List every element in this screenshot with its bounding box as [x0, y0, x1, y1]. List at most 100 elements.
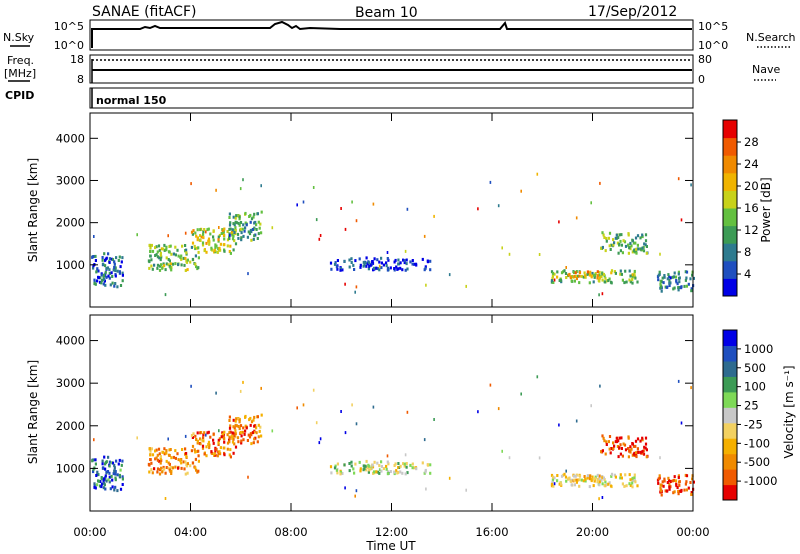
- power-cell: [659, 282, 662, 286]
- velocity-cell: [154, 457, 157, 461]
- velocity-cell: [677, 474, 680, 478]
- power-cell: [599, 181, 601, 185]
- velocity-cell: [593, 479, 596, 483]
- velocity-cell: [196, 431, 199, 435]
- power-cell: [99, 276, 102, 280]
- velocity-cell: [148, 470, 151, 474]
- power-cell: [399, 261, 402, 265]
- power-cell: [98, 280, 102, 284]
- power-cell: [633, 269, 636, 273]
- velocity-colorbar-frame: [722, 329, 738, 501]
- velocity-cell: [243, 432, 246, 436]
- velocity-cell: [608, 435, 612, 438]
- power-cell: [96, 267, 99, 271]
- power-cell: [668, 284, 671, 287]
- power-cell: [257, 232, 260, 236]
- velocity-cell: [197, 469, 200, 473]
- power-cell: [149, 246, 152, 250]
- power-cell: [659, 252, 661, 256]
- velocity-cell: [260, 434, 263, 438]
- velocity-cell: [629, 484, 632, 487]
- velocity-cell: [663, 477, 666, 481]
- velocity-cell: [214, 449, 217, 453]
- power-cell: [678, 286, 681, 289]
- nave-tick-bottom: 0: [698, 73, 705, 86]
- power-cell: [387, 258, 390, 262]
- velocity-cell: [104, 467, 107, 471]
- power-cell: [212, 238, 215, 242]
- velocity-cell: [397, 466, 399, 469]
- velocity-colorbar-tick-label: 100: [744, 380, 766, 394]
- nave-label: Nave: [752, 63, 780, 76]
- velocity-cell: [330, 471, 333, 475]
- power-colorbar-tick-label: 8: [744, 245, 751, 259]
- power-cell: [405, 262, 408, 266]
- velocity-ytick-label: 2000: [56, 419, 85, 433]
- velocity-cell: [95, 474, 98, 477]
- power-cell: [108, 257, 111, 261]
- velocity-cell: [110, 461, 113, 465]
- velocity-cell: [621, 482, 624, 486]
- power-cell: [248, 215, 251, 218]
- velocity-cell: [235, 424, 238, 428]
- velocity-cell: [207, 442, 210, 446]
- velocity-cell: [575, 478, 578, 482]
- velocity-cell: [359, 469, 362, 473]
- power-cell: [690, 183, 692, 187]
- velocity-cell: [636, 484, 639, 488]
- power-cell: [212, 229, 215, 233]
- velocity-cell: [233, 442, 236, 446]
- power-cell: [196, 228, 199, 232]
- velocity-cell: [218, 450, 221, 454]
- power-cell: [403, 261, 406, 265]
- velocity-cell: [594, 477, 597, 481]
- power-cell: [158, 248, 161, 252]
- power-cell: [362, 260, 365, 264]
- velocity-cell: [362, 468, 365, 472]
- power-cell: [229, 221, 232, 225]
- power-cell: [677, 272, 680, 276]
- velocity-cell: [136, 436, 138, 440]
- power-cell: [598, 270, 601, 274]
- power-cell: [104, 283, 107, 287]
- velocity-cell: [247, 475, 249, 479]
- power-cell: [386, 251, 389, 254]
- power-cell: [635, 251, 638, 255]
- power-cell: [627, 243, 630, 247]
- power-cell: [207, 239, 210, 243]
- velocity-cell: [609, 484, 613, 488]
- power-cell: [665, 285, 669, 289]
- velocity-cell: [538, 456, 541, 460]
- power-cell: [605, 237, 608, 240]
- power-cell: [371, 260, 374, 264]
- velocity-cell: [424, 470, 427, 474]
- velocity-axes: 1000 2000 3000 4000: [56, 315, 694, 511]
- power-cell: [249, 220, 252, 224]
- power-cell: [380, 266, 383, 270]
- velocity-cell: [156, 453, 159, 457]
- velocity-cell: [578, 484, 581, 488]
- power-cell: [624, 269, 627, 273]
- power-cell: [296, 203, 298, 207]
- power-cell: [115, 256, 118, 260]
- freq-frame: [89, 54, 694, 84]
- velocity-cell: [260, 413, 263, 417]
- velocity-cell: [98, 484, 102, 488]
- power-cell: [94, 254, 97, 258]
- power-cell: [403, 259, 406, 263]
- power-cell: [148, 260, 151, 264]
- power-cell: [330, 267, 333, 271]
- power-cell: [223, 249, 226, 253]
- velocity-cell: [233, 434, 236, 438]
- velocity-cell: [508, 456, 511, 460]
- power-cell: [636, 234, 640, 238]
- power-cell: [677, 286, 680, 290]
- power-colorbar-segment: [723, 225, 737, 244]
- power-cell: [149, 254, 152, 258]
- power-ytick-label: 1000: [56, 258, 85, 272]
- velocity-colorbar-tick-label: 500: [744, 361, 766, 375]
- velocity-cell: [120, 463, 123, 467]
- velocity-cell: [329, 465, 333, 469]
- power-cell: [405, 258, 408, 262]
- power-cell: [586, 270, 589, 274]
